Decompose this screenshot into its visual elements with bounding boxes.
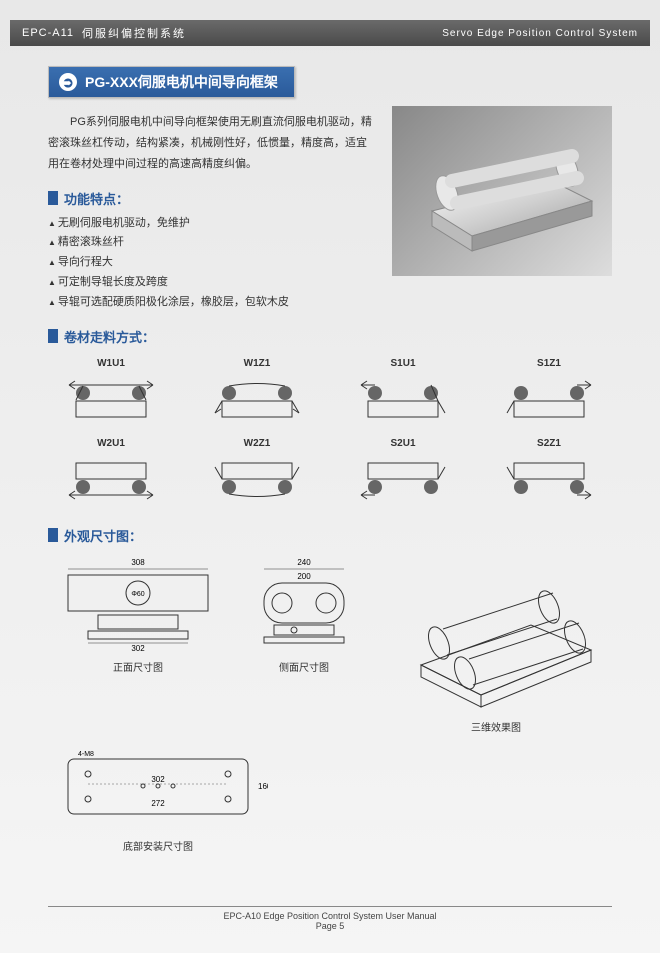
feed-diagram: W2U1 [56, 438, 166, 506]
dims-heading: 外观尺寸图： [48, 526, 612, 545]
svg-text:Φ60: Φ60 [131, 591, 144, 598]
list-item: 精密滚珠丝杆 [48, 233, 372, 253]
feed-diagram: W2Z1 [202, 438, 312, 506]
feed-diagram: W1U1 [56, 358, 166, 426]
section-title: ➲ PG-XXX伺服电机中间导向框架 [48, 66, 295, 98]
feed-diagram: S2Z1 [494, 438, 604, 506]
bottom-view: 4-M8 302 272 160 底部安装尺寸图 [48, 744, 268, 853]
footer-title: EPC-A10 Edge Position Control System Use… [48, 911, 612, 921]
svg-text:272: 272 [151, 799, 165, 808]
header-en: Servo Edge Position Control System [442, 28, 638, 39]
feed-diagram: W1Z1 [202, 358, 312, 426]
feed-row-1: W1U1 W1Z1 S1U1 [48, 358, 612, 426]
front-view: 308 Φ60 302 正面尺寸图 [48, 555, 228, 674]
page-footer: EPC-A10 Edge Position Control System Use… [48, 906, 612, 931]
iso-view: 三维效果图 [380, 555, 612, 734]
list-item: 无刷伺服电机驱动，免维护 [48, 214, 372, 234]
svg-text:302: 302 [151, 775, 165, 784]
header-cn: 伺服纠偏控制系统 [82, 25, 186, 41]
list-item: 导辊可选配硬质阳极化涂层，橡胶层，包软木皮 [48, 293, 372, 313]
list-item: 导向行程大 [48, 253, 372, 273]
page-header: EPC-A11 伺服纠偏控制系统 Servo Edge Position Con… [10, 20, 650, 46]
svg-text:160: 160 [258, 782, 268, 791]
svg-text:308: 308 [131, 558, 145, 567]
feed-heading: 卷材走料方式： [48, 327, 612, 346]
svg-text:200: 200 [297, 572, 311, 581]
title-text: PG-XXX伺服电机中间导向框架 [85, 72, 278, 92]
svg-text:302: 302 [131, 644, 145, 653]
header-model: EPC-A11 [22, 27, 74, 39]
side-view: 240 200 侧面尺寸图 [244, 555, 364, 674]
footer-page: Page 5 [48, 921, 612, 931]
features-heading: 功能特点： [48, 189, 372, 208]
intro-paragraph: PG系列伺服电机中间导向框架使用无刷直流伺服电机驱动，精密滚珠丝杠传动，结构紧凑… [48, 112, 372, 175]
product-photo [392, 106, 612, 276]
list-item: 可定制导辊长度及跨度 [48, 273, 372, 293]
features-list: 无刷伺服电机驱动，免维护 精密滚珠丝杆 导向行程大 可定制导辊长度及跨度 导辊可… [48, 214, 372, 313]
svg-text:4-M8: 4-M8 [78, 751, 94, 758]
feed-row-2: W2U1 W2Z1 S2U1 [48, 438, 612, 506]
arrow-circle-icon: ➲ [59, 73, 77, 91]
feed-diagram: S1U1 [348, 358, 458, 426]
feed-diagram: S1Z1 [494, 358, 604, 426]
svg-text:240: 240 [297, 558, 311, 567]
feed-diagram: S2U1 [348, 438, 458, 506]
